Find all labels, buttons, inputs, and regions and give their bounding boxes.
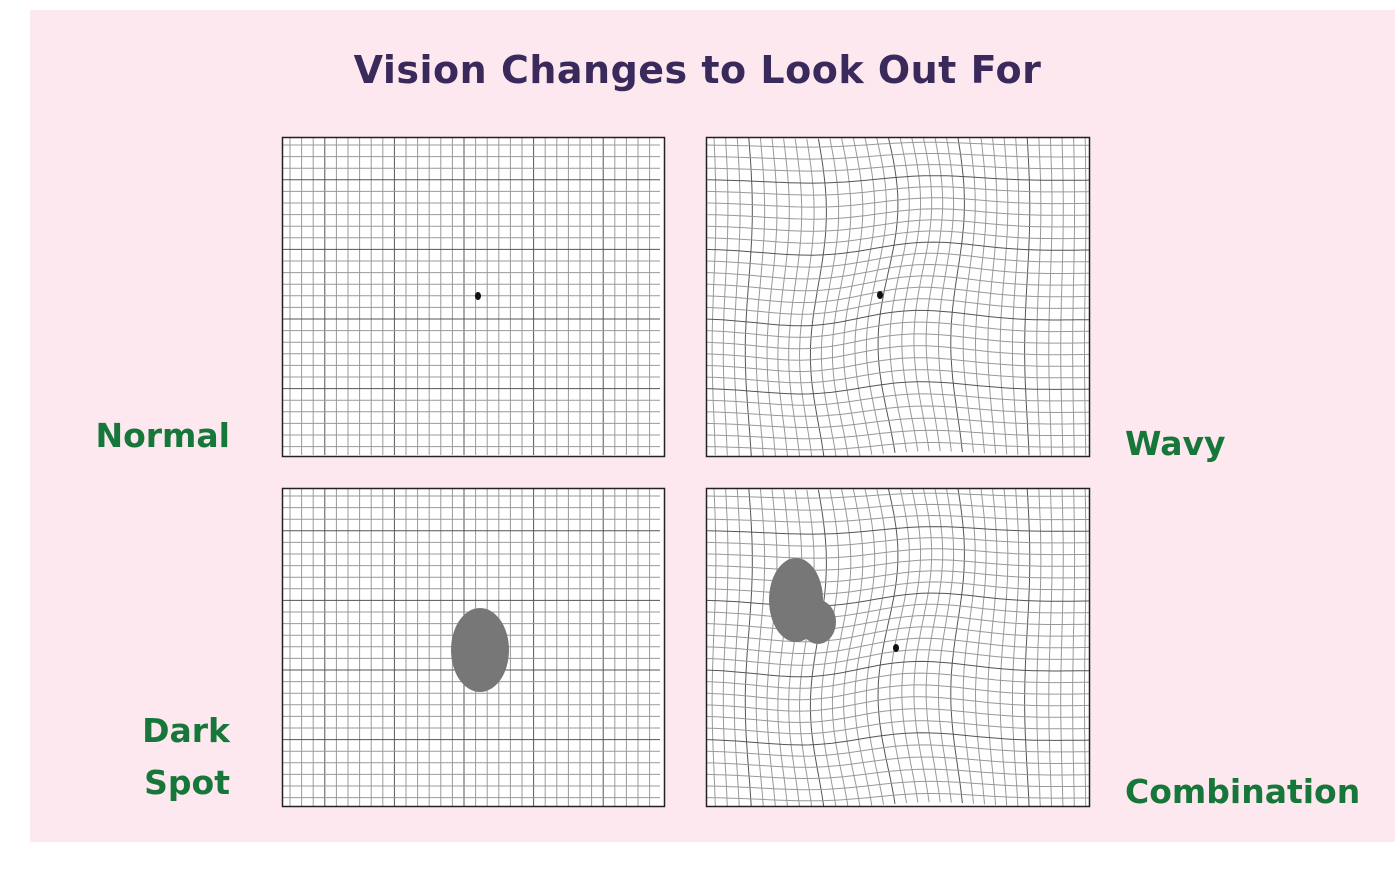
panel-label: Wavy [1125, 418, 1325, 470]
panel-label: Combination [1125, 766, 1385, 818]
dark-spot [451, 608, 509, 692]
panel-label: Dark Spot [100, 705, 230, 809]
page: Vision Changes to Look Out For Normal Wa… [0, 0, 1395, 869]
panel-label: Normal [60, 410, 230, 462]
fixation-dot [475, 292, 481, 300]
fixation-dot [893, 644, 899, 652]
dark-spot [800, 600, 836, 644]
panel-bg [282, 137, 665, 457]
fixation-dot [877, 291, 883, 299]
